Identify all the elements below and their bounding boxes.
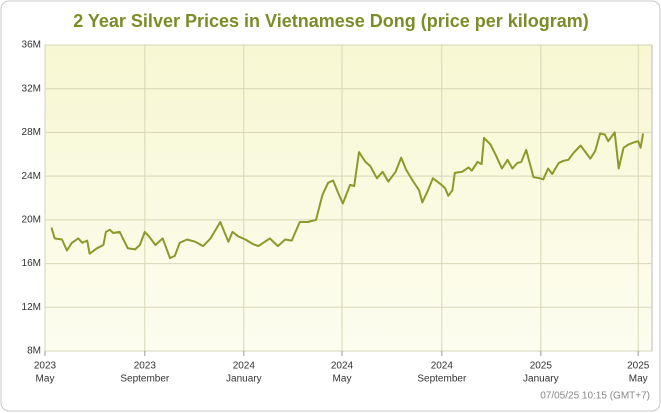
x-tick-year: 2023 <box>134 361 157 372</box>
x-tick-year: 2025 <box>530 361 553 372</box>
x-tick-month: January <box>226 374 262 385</box>
y-tick-label: 20M <box>22 214 41 225</box>
plot-area <box>44 44 653 352</box>
y-tick-label: 32M <box>22 83 41 94</box>
x-tick-month: September <box>120 374 170 385</box>
x-tick-year: 2023 <box>34 361 57 372</box>
x-tick-month: May <box>629 374 648 385</box>
y-tick-label: 8M <box>27 346 41 357</box>
x-tick-year: 2024 <box>331 361 354 372</box>
price-line <box>50 131 645 260</box>
y-tick-label: 24M <box>22 171 41 182</box>
x-tick-month: January <box>523 374 559 385</box>
footer: 07/05/25 10:15 (GMT+7) <box>540 391 650 402</box>
y-tick-label: 28M <box>22 127 41 138</box>
y-tick-label: 12M <box>22 302 41 313</box>
x-tick-month: May <box>333 374 352 385</box>
x-tick-year: 2024 <box>233 361 256 372</box>
x-tick-month: May <box>36 374 55 385</box>
x-tick-month: September <box>417 374 467 385</box>
x-tick-year: 2024 <box>431 361 454 372</box>
y-tick-label: 36M <box>22 40 41 51</box>
chart-title: 2 Year Silver Prices in Vietnamese Dong … <box>73 11 589 31</box>
y-tick-label: 16M <box>22 258 41 269</box>
x-tick-year: 2025 <box>627 361 650 372</box>
